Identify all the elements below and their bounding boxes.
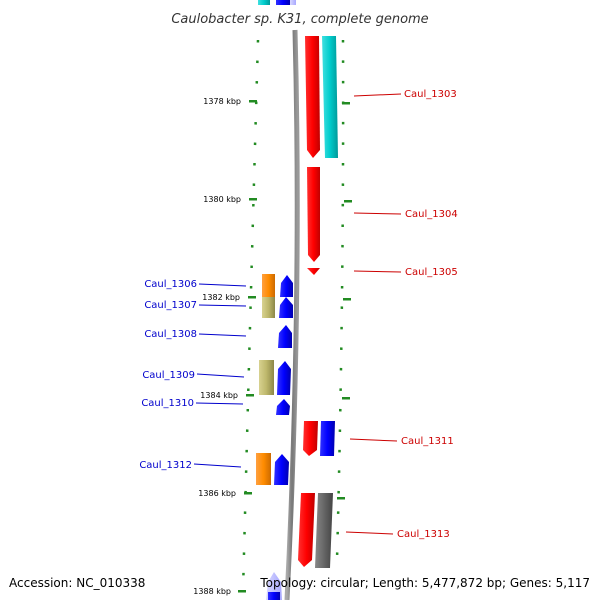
gene-label-caul-1311[interactable]: Caul_1311	[401, 436, 454, 447]
topology-text: Topology: circular; Length: 5,477,872 bp…	[259, 576, 590, 590]
gene-label-caul-1307[interactable]: Caul_1307	[144, 300, 197, 311]
gene-label-caul-1304[interactable]: Caul_1304	[405, 209, 458, 220]
gene-bottom-partial[interactable]	[266, 572, 282, 600]
tick-label-1386: 1386 kbp	[198, 489, 236, 498]
genome-backbone	[284, 29, 300, 600]
gene-label-caul-1312[interactable]: Caul_1312	[139, 460, 192, 471]
gene-caul-1310[interactable]	[276, 399, 290, 415]
tick-label-1388: 1388 kbp	[193, 587, 231, 596]
leader-lines-right	[345, 93, 402, 535]
gene-blue-near-1311[interactable]	[320, 421, 335, 456]
top-partial-features	[258, 0, 296, 5]
gene-caul-1308[interactable]	[278, 325, 292, 348]
gene-caul-1307[interactable]	[262, 297, 293, 318]
tick-label-1382: 1382 kbp	[202, 293, 240, 302]
map-title: Caulobacter sp. K31, complete genome	[171, 12, 428, 27]
gene-cyan-feature[interactable]	[322, 36, 338, 158]
gene-gray-feature[interactable]	[315, 493, 333, 568]
gene-label-caul-1313[interactable]: Caul_1313	[397, 529, 450, 540]
gene-label-caul-1309[interactable]: Caul_1309	[142, 370, 195, 381]
gene-label-caul-1305[interactable]: Caul_1305	[405, 267, 458, 278]
gene-caul-1305[interactable]	[307, 268, 320, 275]
gene-caul-1304[interactable]	[307, 167, 320, 262]
gene-label-caul-1308[interactable]: Caul_1308	[144, 329, 197, 340]
gene-caul-1311[interactable]	[303, 421, 318, 456]
gene-caul-1309[interactable]	[259, 360, 291, 395]
scale-ring-outer	[241, 39, 260, 593]
gene-label-caul-1306[interactable]: Caul_1306	[144, 279, 197, 290]
tick-label-1384: 1384 kbp	[200, 391, 238, 400]
accession-text: Accession: NC_010338	[9, 576, 145, 590]
gene-caul-1306[interactable]	[262, 274, 293, 297]
gene-label-caul-1310[interactable]: Caul_1310	[141, 398, 194, 409]
gene-caul-1312[interactable]	[256, 453, 289, 485]
tick-label-1378: 1378 kbp	[203, 97, 241, 106]
gene-label-caul-1303[interactable]: Caul_1303	[404, 89, 457, 100]
major-ticks	[238, 100, 352, 593]
gene-caul-1303[interactable]	[305, 36, 320, 158]
tick-label-1380: 1380 kbp	[203, 195, 241, 204]
leader-lines-left	[193, 283, 247, 468]
scale-ring-inner	[335, 39, 345, 561]
gene-caul-1313[interactable]	[298, 493, 315, 567]
